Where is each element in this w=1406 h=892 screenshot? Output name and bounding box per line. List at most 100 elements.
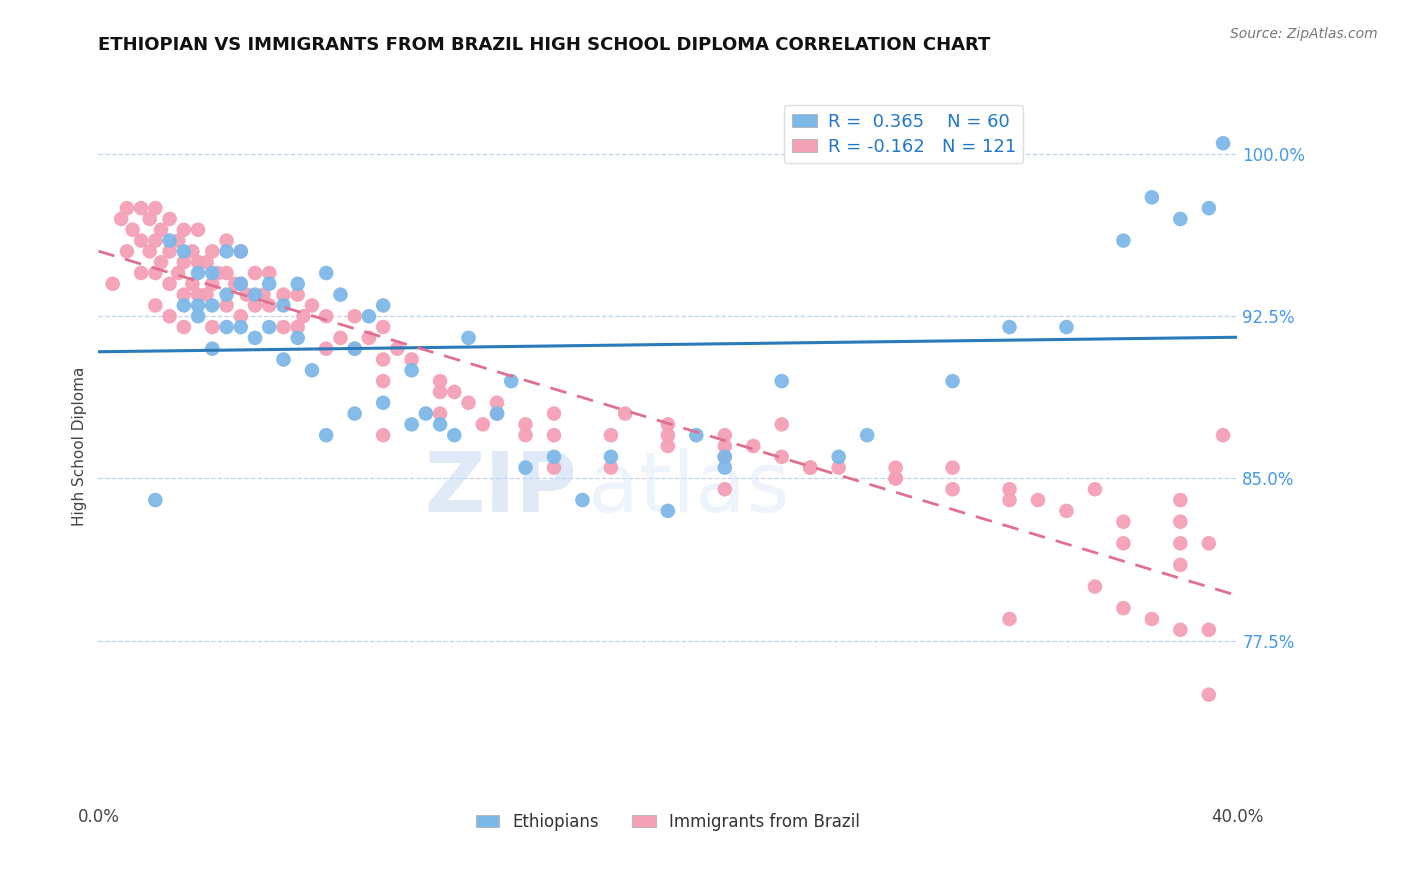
Point bbox=[457, 331, 479, 345]
Point bbox=[173, 223, 195, 237]
Point bbox=[145, 493, 167, 508]
Point bbox=[357, 331, 380, 345]
Legend: Ethiopians, Immigrants from Brazil: Ethiopians, Immigrants from Brazil bbox=[470, 806, 866, 838]
Point bbox=[252, 287, 274, 301]
Point bbox=[229, 320, 252, 334]
Point bbox=[714, 450, 737, 464]
Point bbox=[1170, 558, 1192, 572]
Point bbox=[273, 352, 295, 367]
Point bbox=[770, 374, 793, 388]
Text: atlas: atlas bbox=[588, 449, 790, 529]
Point bbox=[173, 244, 195, 259]
Point bbox=[799, 460, 821, 475]
Point bbox=[115, 201, 138, 215]
Point bbox=[159, 277, 181, 291]
Point bbox=[301, 363, 323, 377]
Point bbox=[243, 298, 266, 312]
Point bbox=[685, 428, 707, 442]
Point bbox=[173, 287, 195, 301]
Point bbox=[515, 460, 537, 475]
Point bbox=[195, 255, 218, 269]
Point bbox=[235, 287, 257, 301]
Point bbox=[1084, 580, 1107, 594]
Point bbox=[343, 310, 366, 324]
Point bbox=[287, 287, 309, 301]
Point bbox=[129, 234, 152, 248]
Point bbox=[1170, 493, 1192, 508]
Point bbox=[215, 244, 238, 259]
Point bbox=[443, 384, 465, 399]
Point bbox=[259, 277, 281, 291]
Point bbox=[145, 201, 167, 215]
Point bbox=[1112, 515, 1135, 529]
Point bbox=[1140, 612, 1163, 626]
Point bbox=[501, 374, 523, 388]
Point bbox=[229, 277, 252, 291]
Point bbox=[770, 417, 793, 432]
Point bbox=[998, 493, 1021, 508]
Point bbox=[714, 450, 737, 464]
Point bbox=[714, 439, 737, 453]
Point bbox=[429, 407, 451, 421]
Point bbox=[486, 407, 509, 421]
Point bbox=[1026, 493, 1049, 508]
Point bbox=[714, 482, 737, 496]
Text: ETHIOPIAN VS IMMIGRANTS FROM BRAZIL HIGH SCHOOL DIPLOMA CORRELATION CHART: ETHIOPIAN VS IMMIGRANTS FROM BRAZIL HIGH… bbox=[98, 36, 991, 54]
Point bbox=[770, 450, 793, 464]
Point bbox=[998, 482, 1021, 496]
Point bbox=[387, 342, 409, 356]
Point bbox=[1170, 536, 1192, 550]
Point bbox=[243, 331, 266, 345]
Point bbox=[187, 223, 209, 237]
Point bbox=[614, 407, 637, 421]
Point bbox=[229, 244, 252, 259]
Point bbox=[159, 310, 181, 324]
Point bbox=[799, 460, 821, 475]
Point bbox=[600, 450, 623, 464]
Point bbox=[998, 320, 1021, 334]
Point bbox=[1198, 688, 1220, 702]
Point bbox=[373, 374, 395, 388]
Point bbox=[129, 201, 152, 215]
Point bbox=[167, 266, 190, 280]
Point bbox=[187, 310, 209, 324]
Point bbox=[1112, 536, 1135, 550]
Point bbox=[515, 428, 537, 442]
Point bbox=[173, 255, 195, 269]
Point bbox=[224, 277, 246, 291]
Text: ZIP: ZIP bbox=[425, 449, 576, 529]
Point bbox=[714, 460, 737, 475]
Point bbox=[145, 266, 167, 280]
Point bbox=[884, 460, 907, 475]
Point bbox=[429, 374, 451, 388]
Point bbox=[201, 277, 224, 291]
Point bbox=[1198, 201, 1220, 215]
Point bbox=[543, 460, 565, 475]
Point bbox=[884, 471, 907, 485]
Point bbox=[373, 352, 395, 367]
Point bbox=[173, 320, 195, 334]
Point bbox=[273, 320, 295, 334]
Point bbox=[429, 384, 451, 399]
Point bbox=[292, 310, 315, 324]
Point bbox=[1170, 623, 1192, 637]
Point bbox=[215, 266, 238, 280]
Point bbox=[373, 320, 395, 334]
Point bbox=[401, 417, 423, 432]
Point bbox=[243, 287, 266, 301]
Point bbox=[1112, 234, 1135, 248]
Point bbox=[259, 298, 281, 312]
Point bbox=[229, 310, 252, 324]
Point bbox=[884, 471, 907, 485]
Point bbox=[150, 223, 173, 237]
Point bbox=[145, 234, 167, 248]
Point bbox=[457, 396, 479, 410]
Point bbox=[657, 428, 679, 442]
Point bbox=[543, 407, 565, 421]
Point bbox=[181, 277, 204, 291]
Point bbox=[201, 244, 224, 259]
Point bbox=[343, 342, 366, 356]
Point bbox=[243, 266, 266, 280]
Point bbox=[942, 374, 965, 388]
Point bbox=[167, 234, 190, 248]
